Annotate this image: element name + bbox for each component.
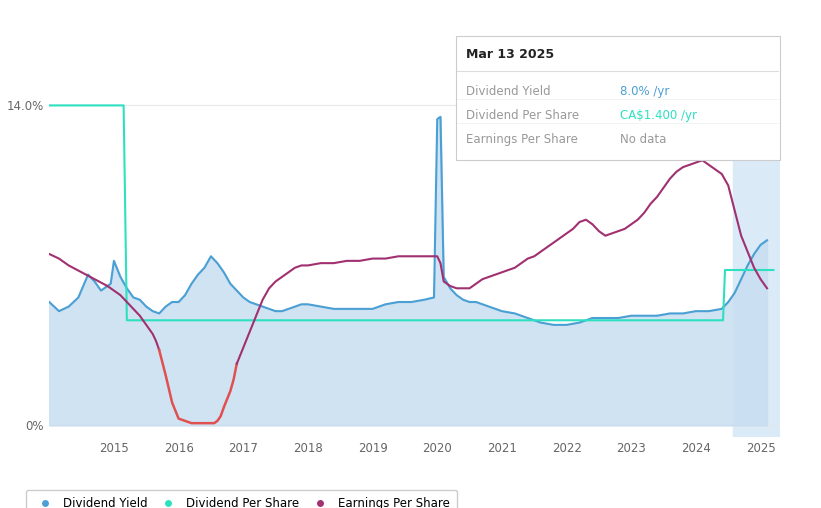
Text: Past: Past (737, 101, 762, 114)
Text: 8.0% /yr: 8.0% /yr (620, 85, 669, 99)
Text: Mar 13 2025: Mar 13 2025 (466, 48, 553, 61)
Text: Earnings Per Share: Earnings Per Share (466, 133, 577, 146)
Legend: Dividend Yield, Dividend Per Share, Earnings Per Share: Dividend Yield, Dividend Per Share, Earn… (26, 490, 457, 508)
Bar (733, 71, 780, 437)
Text: Dividend Per Share: Dividend Per Share (466, 109, 579, 122)
Text: CA$1.400 /yr: CA$1.400 /yr (620, 109, 697, 122)
Text: Dividend Yield: Dividend Yield (466, 85, 550, 99)
Text: No data: No data (620, 133, 666, 146)
